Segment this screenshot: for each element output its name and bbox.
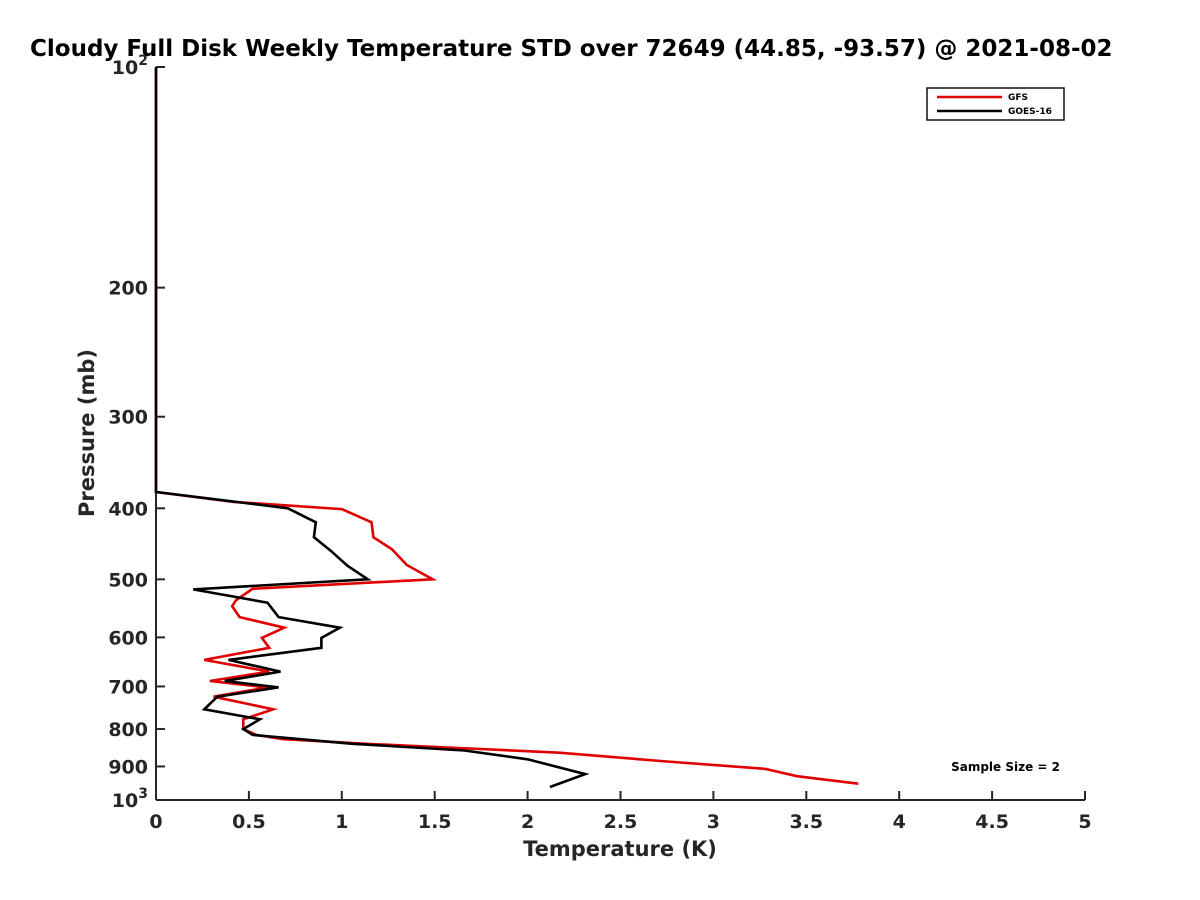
y-tick-label: 700 [108,676,148,698]
x-tick-label: 5 [1078,811,1091,833]
y-tick-label: 500 [108,569,148,591]
legend-label-goes-16: GOES-16 [1008,107,1052,117]
axes [155,67,1085,801]
series-line-goes-16 [154,67,590,789]
x-axis: 0 0.5 1 1.5 2 2.5 3 3.5 4 4.5 5 [149,791,1092,833]
x-tick-label: 0.5 [232,811,266,833]
x-tick-label: 2.5 [604,811,638,833]
x-tick-label: 4 [893,811,906,833]
series-line-gfs [154,67,859,785]
y-tick-label: 102 [112,53,148,79]
x-tick-label: 1 [335,811,348,833]
legend-box [926,87,1065,121]
y-tick-label: 103 [112,786,148,812]
legend: GFS GOES-16 [926,87,1065,121]
y-tick-label: 800 [108,719,148,741]
x-tick-label: 1.5 [418,811,452,833]
y-axis: 102 200 300 400 500 600 700 800 900 103 [108,53,165,812]
y-tick-label: 400 [108,498,148,520]
x-axis-label: Temperature (K) [523,837,717,861]
series-layer [154,67,859,789]
x-tick-label: 3 [707,811,720,833]
legend-label-gfs: GFS [1008,93,1028,103]
x-tick-label: 3.5 [789,811,823,833]
chart-title: Cloudy Full Disk Weekly Temperature STD … [30,36,1113,62]
y-tick-label: 600 [108,627,148,649]
y-tick-label: 200 [108,278,148,300]
x-tick-label: 0 [149,811,162,833]
x-tick-label: 4.5 [975,811,1009,833]
y-tick-label: 900 [108,756,148,778]
x-tick-label: 2 [521,811,534,833]
sample-size-annotation: Sample Size = 2 [951,760,1060,774]
y-axis-label: Pressure (mb) [75,349,99,517]
y-tick-label: 300 [108,407,148,429]
